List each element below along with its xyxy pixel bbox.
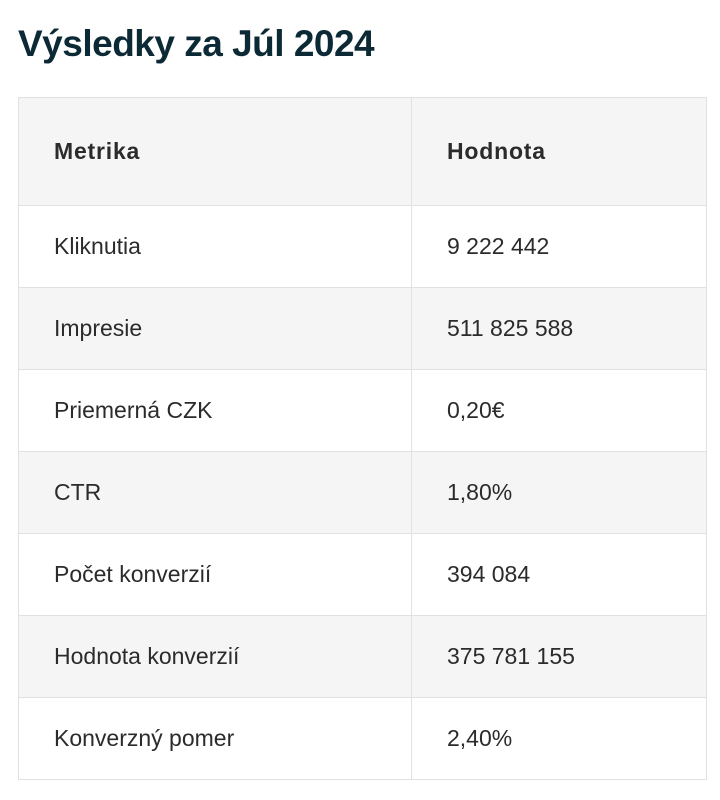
metric-name-cell: Počet konverzií [18,533,412,616]
table-row: Konverzný pomer 2,40% [18,697,707,780]
header-hodnota: Hodnota [411,97,707,206]
results-table: Metrika Hodnota Kliknutia 9 222 442 Impres… [18,97,707,780]
metric-name-cell: Impresie [18,287,412,370]
page-title: Výsledky za Júl 2024 [18,23,375,64]
table-row: Hodnota konverzií 375 781 155 [18,615,707,698]
metric-value-cell: 511 825 588 [411,287,707,370]
table-row: Kliknutia 9 222 442 [18,205,707,288]
metric-name-cell: Priemerná CZK [18,369,412,452]
metric-value-cell: 375 781 155 [411,615,707,698]
table-row: Impresie 511 825 588 [18,287,707,370]
metric-name-cell: Kliknutia [18,205,412,288]
metric-name-cell: CTR [18,451,412,534]
metric-value-cell: 9 222 442 [411,205,707,288]
metric-name-cell: Konverzný pomer [18,697,412,780]
metric-name-cell: Hodnota konverzií [18,615,412,698]
metric-value-cell: 394 084 [411,533,707,616]
header-metrika: Metrika [18,97,412,206]
table-row: CTR 1,80% [18,451,707,534]
table-row: Počet konverzií 394 084 [18,533,707,616]
metric-value-cell: 1,80% [411,451,707,534]
table-header-row: Metrika Hodnota [18,97,707,206]
metric-value-cell: 2,40% [411,697,707,780]
metric-value-cell: 0,20€ [411,369,707,452]
table-row: Priemerná CZK 0,20€ [18,369,707,452]
